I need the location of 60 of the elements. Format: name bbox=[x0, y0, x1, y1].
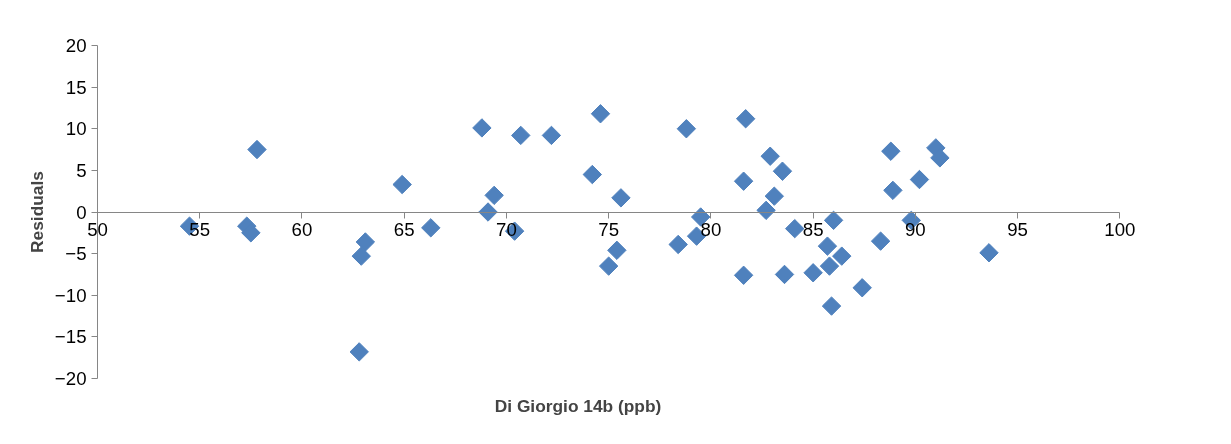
point bbox=[817, 236, 838, 256]
point bbox=[607, 240, 627, 260]
point bbox=[733, 265, 754, 285]
point bbox=[819, 256, 840, 276]
y-axis-title: Residuals bbox=[26, 171, 47, 253]
point bbox=[803, 263, 823, 283]
point bbox=[733, 171, 754, 191]
y-tick-label: 0 bbox=[76, 201, 87, 223]
point bbox=[852, 278, 872, 298]
x-tick-label: 95 bbox=[1007, 219, 1028, 240]
point bbox=[392, 174, 412, 195]
y-tick-label: 20 bbox=[65, 34, 87, 56]
x-tick-label: 75 bbox=[598, 219, 620, 240]
point bbox=[774, 264, 795, 285]
x-tick-label: 50 bbox=[87, 219, 108, 240]
x-tick-label: 65 bbox=[393, 219, 415, 240]
point bbox=[541, 125, 562, 146]
point bbox=[478, 202, 498, 222]
point bbox=[598, 256, 619, 276]
point bbox=[883, 180, 903, 201]
point bbox=[676, 119, 697, 139]
point bbox=[821, 296, 842, 316]
point bbox=[881, 141, 901, 161]
x-axis-title: Di Giorgio 14b (ppb) bbox=[494, 395, 662, 416]
point bbox=[760, 146, 780, 166]
y-tick-label: 5 bbox=[76, 159, 87, 181]
point bbox=[247, 139, 267, 160]
y-tick-label: −10 bbox=[54, 284, 87, 306]
point bbox=[930, 148, 950, 168]
y-tick-label: 10 bbox=[65, 118, 87, 140]
point bbox=[772, 161, 793, 181]
point bbox=[668, 234, 688, 255]
y-tick-label: −20 bbox=[54, 368, 87, 390]
point bbox=[832, 246, 852, 266]
x-tick-label: 90 bbox=[904, 219, 926, 240]
point bbox=[823, 210, 844, 231]
point bbox=[611, 188, 631, 208]
x-tick-label: 60 bbox=[291, 219, 313, 240]
x-tick-label: 100 bbox=[1104, 219, 1136, 240]
y-tick-label: 15 bbox=[65, 76, 87, 98]
y-tick-label: −5 bbox=[65, 243, 87, 265]
point bbox=[909, 169, 930, 190]
point bbox=[421, 218, 441, 238]
y-tick-label: −15 bbox=[54, 326, 87, 348]
point bbox=[979, 243, 999, 263]
x-tick-label: 85 bbox=[802, 219, 824, 240]
point bbox=[756, 200, 776, 221]
point bbox=[785, 218, 805, 239]
point bbox=[735, 109, 756, 129]
point bbox=[582, 164, 602, 185]
x-tick-label: 80 bbox=[700, 219, 722, 240]
point bbox=[472, 118, 492, 138]
point bbox=[764, 186, 784, 206]
point bbox=[870, 231, 891, 251]
point bbox=[351, 246, 371, 266]
point bbox=[484, 185, 504, 206]
point bbox=[355, 232, 376, 252]
point bbox=[590, 104, 611, 124]
point bbox=[511, 125, 531, 146]
point bbox=[349, 342, 369, 362]
